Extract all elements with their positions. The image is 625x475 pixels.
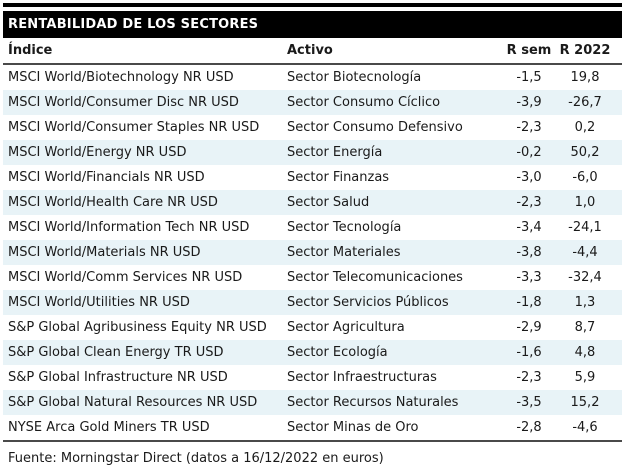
cell-activo: Sector Consumo Cíclico	[287, 95, 441, 110]
cell-activo: Sector Infraestructuras	[287, 370, 437, 385]
table-row: MSCI World/Consumer Staples NR USD Secto…	[3, 115, 622, 140]
cell-r-sem: -2,8	[516, 420, 542, 435]
cell-activo: Sector Finanzas	[287, 170, 390, 185]
cell-activo: Sector Minas de Oro	[287, 420, 419, 435]
cell-r-2022: 15,2	[570, 395, 600, 410]
cell-indice: MSCI World/Information Tech NR USD	[8, 220, 250, 235]
cell-r-sem: -2,9	[516, 320, 542, 335]
cell-indice: MSCI World/Materials NR USD	[8, 245, 201, 260]
table-row: S&P Global Natural Resources NR USD Sect…	[3, 390, 622, 415]
table-row: MSCI World/Information Tech NR USD Secto…	[3, 215, 622, 240]
table-title: RENTABILIDAD DE LOS SECTORES	[8, 17, 259, 32]
cell-r-sem: -2,3	[516, 120, 542, 135]
cell-r-2022: -6,0	[572, 170, 598, 185]
cell-indice: NYSE Arca Gold Miners TR USD	[8, 420, 210, 435]
cell-r-sem: -3,3	[516, 270, 542, 285]
source-note: Fuente: Morningstar Direct (datos a 16/1…	[8, 451, 384, 466]
column-header-r-sem: R sem	[500, 38, 558, 65]
cell-indice: S&P Global Clean Energy TR USD	[8, 345, 224, 360]
cell-r-2022: 1,3	[574, 295, 596, 310]
table-row: S&P Global Agribusiness Equity NR USD Se…	[3, 315, 622, 340]
cell-indice: MSCI World/Comm Services NR USD	[8, 270, 243, 285]
top-rule	[3, 3, 622, 7]
table-row: S&P Global Infrastructure NR USD Sector …	[3, 365, 622, 390]
table-row: MSCI World/Comm Services NR USD Sector T…	[3, 265, 622, 290]
cell-indice: MSCI World/Consumer Disc NR USD	[8, 95, 239, 110]
cell-activo: Sector Agricultura	[287, 320, 405, 335]
bottom-rule	[3, 440, 622, 442]
table-row: S&P Global Clean Energy TR USD Sector Ec…	[3, 340, 622, 365]
column-header-r-2022: R 2022	[558, 38, 622, 65]
cell-activo: Sector Biotecnología	[287, 70, 422, 85]
table-title-bar: RENTABILIDAD DE LOS SECTORES	[3, 11, 622, 38]
table-body: MSCI World/Biotechnology NR USD Sector B…	[3, 64, 622, 440]
cell-activo: Sector Servicios Públicos	[287, 295, 449, 310]
header-row: Índice Activo R sem R 2022	[3, 38, 622, 65]
cell-activo: Sector Telecomunicaciones	[287, 270, 463, 285]
table-row: MSCI World/Financials NR USD Sector Fina…	[3, 165, 622, 190]
cell-activo: Sector Tecnología	[287, 220, 402, 235]
cell-r-sem: -2,3	[516, 370, 542, 385]
cell-r-2022: 50,2	[570, 145, 600, 160]
cell-r-sem: -3,0	[516, 170, 542, 185]
cell-r-2022: -4,6	[572, 420, 598, 435]
cell-r-2022: 4,8	[574, 345, 596, 360]
cell-r-2022: -26,7	[568, 95, 602, 110]
cell-r-2022: -4,4	[572, 245, 598, 260]
cell-indice: S&P Global Agribusiness Equity NR USD	[8, 320, 267, 335]
cell-r-sem: -3,5	[516, 395, 542, 410]
cell-indice: S&P Global Infrastructure NR USD	[8, 370, 228, 385]
cell-indice: MSCI World/Utilities NR USD	[8, 295, 190, 310]
cell-r-2022: 0,2	[574, 120, 596, 135]
cell-activo: Sector Consumo Defensivo	[287, 120, 463, 135]
table-row: MSCI World/Materials NR USD Sector Mater…	[3, 240, 622, 265]
cell-r-sem: -1,5	[516, 70, 542, 85]
cell-r-sem: -3,9	[516, 95, 542, 110]
cell-activo: Sector Salud	[287, 195, 370, 210]
cell-r-sem: -1,8	[516, 295, 542, 310]
cell-r-sem: -3,8	[516, 245, 542, 260]
cell-activo: Sector Energía	[287, 145, 383, 160]
cell-indice: MSCI World/Energy NR USD	[8, 145, 187, 160]
cell-r-sem: -0,2	[516, 145, 542, 160]
cell-activo: Sector Recursos Naturales	[287, 395, 459, 410]
cell-r-2022: 1,0	[574, 195, 596, 210]
cell-r-2022: 19,8	[570, 70, 600, 85]
cell-indice: MSCI World/Health Care NR USD	[8, 195, 218, 210]
cell-indice: MSCI World/Financials NR USD	[8, 170, 205, 185]
cell-r-2022: 5,9	[574, 370, 596, 385]
cell-r-2022: -32,4	[568, 270, 602, 285]
cell-r-sem: -2,3	[516, 195, 542, 210]
sector-returns-table: Índice Activo R sem R 2022 MSCI World/Bi…	[3, 38, 622, 440]
cell-r-sem: -1,6	[516, 345, 542, 360]
cell-activo: Sector Materiales	[287, 245, 401, 260]
table-row: MSCI World/Energy NR USD Sector Energía …	[3, 140, 622, 165]
table-row: NYSE Arca Gold Miners TR USD Sector Mina…	[3, 415, 622, 440]
table-row: MSCI World/Health Care NR USD Sector Sal…	[3, 190, 622, 215]
column-header-indice: Índice	[3, 38, 287, 65]
cell-activo: Sector Ecología	[287, 345, 388, 360]
column-header-activo: Activo	[287, 38, 500, 65]
table-row: MSCI World/Biotechnology NR USD Sector B…	[3, 64, 622, 90]
cell-r-sem: -3,4	[516, 220, 542, 235]
cell-indice: MSCI World/Consumer Staples NR USD	[8, 120, 260, 135]
cell-indice: S&P Global Natural Resources NR USD	[8, 395, 258, 410]
table-row: MSCI World/Consumer Disc NR USD Sector C…	[3, 90, 622, 115]
table-row: MSCI World/Utilities NR USD Sector Servi…	[3, 290, 622, 315]
cell-indice: MSCI World/Biotechnology NR USD	[8, 70, 234, 85]
cell-r-2022: -24,1	[568, 220, 602, 235]
cell-r-2022: 8,7	[574, 320, 596, 335]
